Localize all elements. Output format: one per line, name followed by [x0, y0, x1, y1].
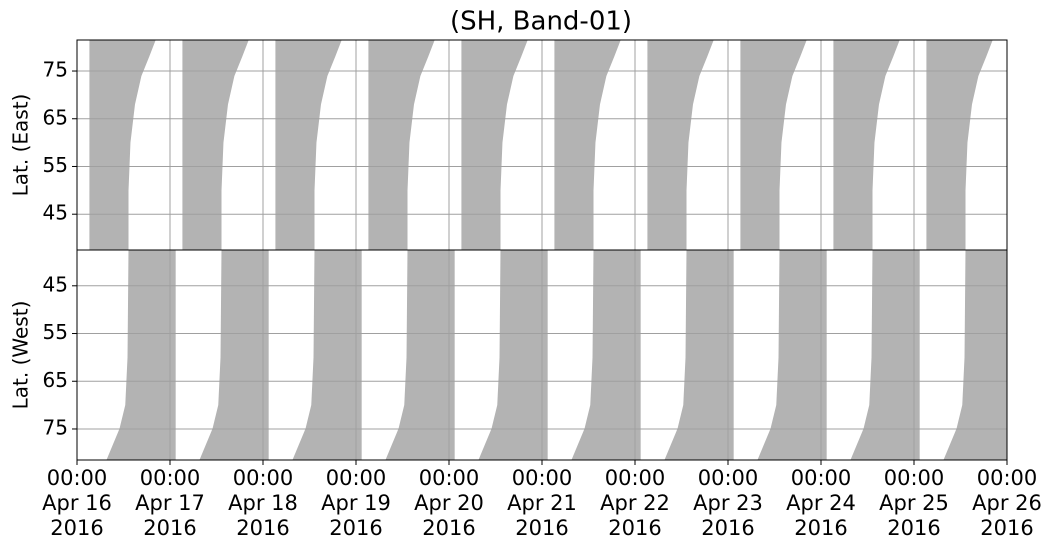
y-axis-label: Lat. (East) — [9, 94, 33, 197]
x-tick-label: 00:00 Apr 21 2016 — [507, 466, 577, 540]
west-frame — [76, 249, 1008, 461]
x-tick-label: 00:00 Apr 26 2016 — [972, 466, 1042, 540]
y-tick-label: 65 — [43, 105, 68, 129]
coverage-area — [926, 40, 993, 250]
coverage-area — [757, 250, 827, 460]
y-tick-label: 55 — [43, 320, 68, 344]
y-tick-label: 55 — [43, 153, 68, 177]
x-tick-label: 00:00 Apr 18 2016 — [228, 466, 298, 540]
coverage-area — [368, 40, 435, 250]
west-panel — [77, 250, 1007, 460]
x-tick-label: 00:00 Apr 23 2016 — [693, 466, 763, 540]
x-tick-label: 00:00 Apr 19 2016 — [321, 466, 391, 540]
coverage-area — [833, 40, 900, 250]
y-tick-label: 45 — [43, 201, 68, 225]
coverage-area — [664, 250, 734, 460]
coverage-area — [740, 40, 807, 250]
x-tick-label: 00:00 Apr 20 2016 — [414, 466, 484, 540]
coverage-area — [292, 250, 362, 460]
y-tick-label: 75 — [43, 58, 68, 82]
x-tick-label: 00:00 Apr 22 2016 — [600, 466, 670, 540]
coverage-area — [106, 250, 176, 460]
coverage-area — [554, 40, 621, 250]
coverage-area — [647, 40, 714, 250]
axes: 45 55 65 75 45 55 65 75 — [43, 58, 1008, 465]
y-axis-label: Lat. (West) — [9, 301, 33, 410]
y-tick-label: 75 — [43, 415, 68, 439]
chart-title: (SH, Band-01) — [450, 7, 632, 37]
y-tick-label: 45 — [43, 272, 68, 296]
coverage-area — [943, 250, 1007, 460]
east-panel — [77, 40, 1007, 250]
coverage-area — [182, 40, 249, 250]
coverage-area — [275, 40, 342, 250]
x-tick-label: 00:00 Apr 16 2016 — [42, 466, 112, 540]
x-tick-label: 00:00 Apr 25 2016 — [879, 466, 949, 540]
x-tick-label: 00:00 Apr 17 2016 — [135, 466, 205, 540]
coverage-area — [571, 250, 641, 460]
coverage-area — [199, 250, 269, 460]
coverage-area — [478, 250, 548, 460]
coverage-area — [850, 250, 920, 460]
y-tick-label: 65 — [43, 368, 68, 392]
coverage-area — [89, 40, 156, 250]
x-tick-label: 00:00 Apr 24 2016 — [786, 466, 856, 540]
coverage-area — [385, 250, 455, 460]
coverage-area — [461, 40, 528, 250]
